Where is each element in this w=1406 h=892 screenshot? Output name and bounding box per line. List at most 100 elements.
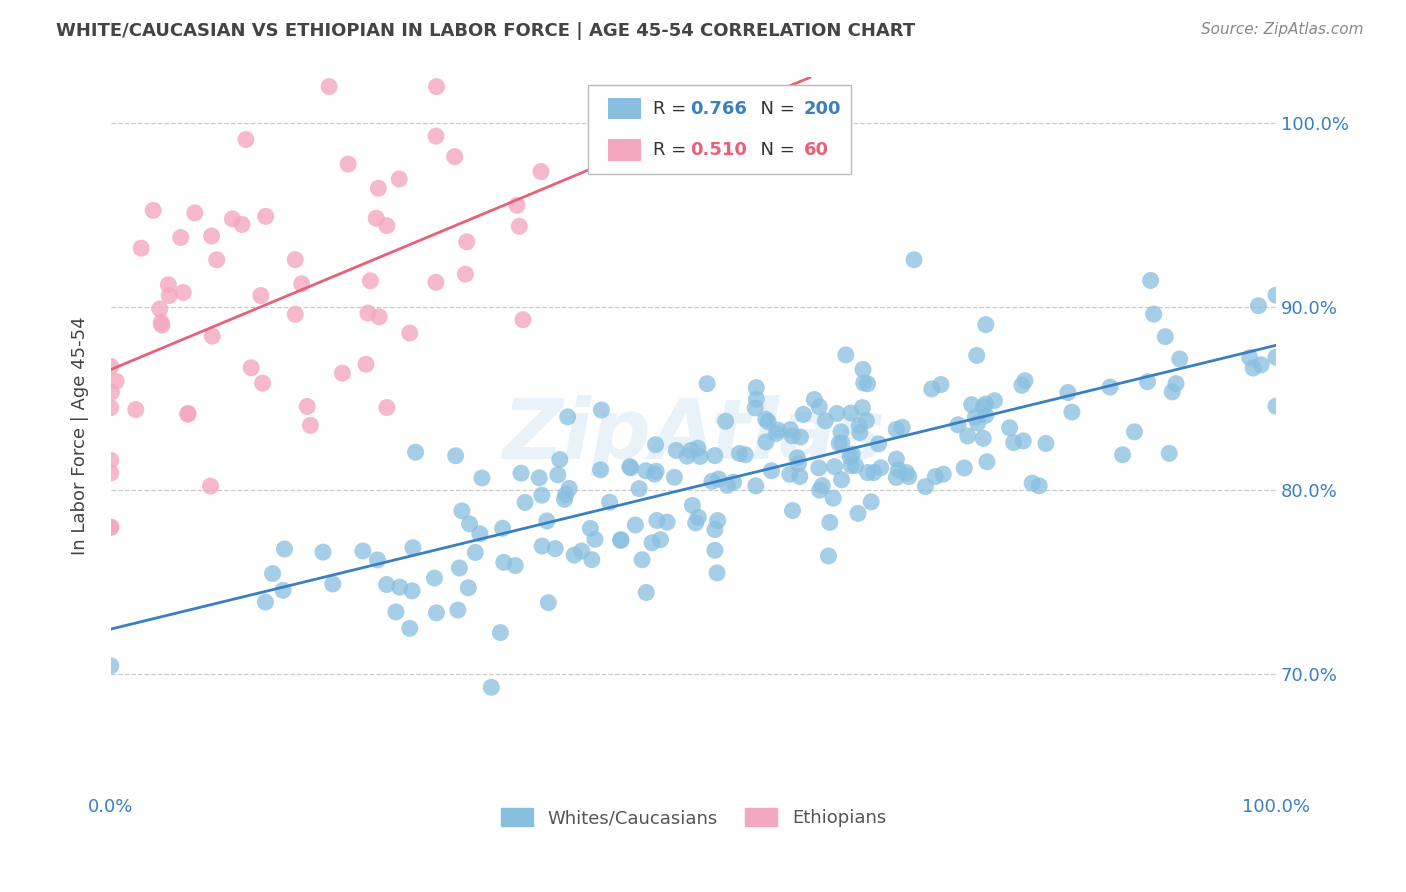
Point [998, 421, 1021, 435]
Point [402, 541, 425, 555]
Point [685, 516, 707, 530]
Point [823, 491, 845, 505]
Point [150, 316, 173, 330]
Point [492, 555, 515, 569]
Point [554, 492, 576, 507]
Point [201, 229, 224, 244]
Point [789, 469, 811, 483]
Point [650, 533, 672, 547]
Point [449, 561, 471, 575]
Point [125, 402, 148, 417]
Point [787, 457, 810, 471]
Point [562, 548, 585, 562]
Point [1111, 448, 1133, 462]
Point [357, 306, 380, 320]
Point [609, 533, 631, 548]
Point [558, 482, 581, 496]
Point [368, 310, 391, 324]
Point [512, 312, 534, 326]
Point [703, 543, 725, 558]
Text: N =: N = [749, 141, 801, 159]
Point [974, 318, 997, 332]
Point [755, 434, 778, 449]
Point [956, 429, 979, 443]
Point [579, 521, 602, 535]
Point [100, 466, 122, 480]
Point [547, 467, 569, 482]
Point [974, 409, 997, 423]
Point [830, 425, 852, 439]
Point [765, 426, 787, 441]
Point [479, 681, 502, 695]
Point [318, 79, 340, 94]
Point [354, 357, 377, 371]
Point [966, 416, 988, 430]
Point [1250, 358, 1272, 372]
Point [510, 466, 533, 480]
Point [367, 181, 389, 195]
Point [149, 301, 172, 316]
Point [768, 423, 790, 437]
Point [548, 452, 571, 467]
Point [273, 541, 295, 556]
Point [689, 450, 711, 464]
Point [644, 438, 666, 452]
Point [703, 523, 725, 537]
Point [856, 466, 879, 480]
Point [628, 482, 651, 496]
Point [529, 471, 551, 485]
Point [855, 414, 877, 428]
Point [619, 459, 641, 474]
Point [1014, 374, 1036, 388]
Point [231, 218, 253, 232]
Point [443, 150, 465, 164]
Point [620, 461, 643, 475]
Point [531, 539, 554, 553]
Point [756, 415, 779, 429]
Point [177, 407, 200, 421]
Point [636, 585, 658, 599]
Point [780, 429, 803, 443]
Point [839, 406, 862, 420]
Point [172, 285, 194, 300]
Point [425, 79, 447, 94]
Point [589, 463, 612, 477]
Point [337, 157, 360, 171]
Point [100, 385, 122, 400]
Point [1159, 446, 1181, 460]
Point [100, 401, 122, 415]
Point [491, 521, 513, 535]
Point [1239, 351, 1261, 365]
Point [157, 288, 180, 302]
Point [841, 447, 863, 461]
Point [610, 533, 633, 547]
Point [851, 401, 873, 415]
Point [425, 129, 447, 144]
Point [808, 483, 831, 498]
Point [444, 449, 467, 463]
Point [366, 211, 388, 226]
Point [706, 566, 728, 580]
Point [581, 552, 603, 566]
Point [291, 277, 314, 291]
Point [537, 596, 560, 610]
Point [755, 412, 778, 426]
Point [530, 164, 553, 178]
Point [897, 469, 920, 483]
Point [914, 479, 936, 493]
Point [513, 495, 536, 509]
Point [375, 401, 398, 415]
Point [1098, 380, 1121, 394]
Point [824, 459, 846, 474]
Point [745, 392, 768, 406]
Point [831, 473, 853, 487]
Point [686, 441, 709, 455]
Point [583, 533, 606, 547]
Point [554, 487, 576, 501]
Point [458, 516, 481, 531]
Point [297, 400, 319, 414]
Point [953, 461, 976, 475]
Point [852, 362, 875, 376]
Point [1123, 425, 1146, 439]
Text: R =: R = [652, 141, 692, 159]
